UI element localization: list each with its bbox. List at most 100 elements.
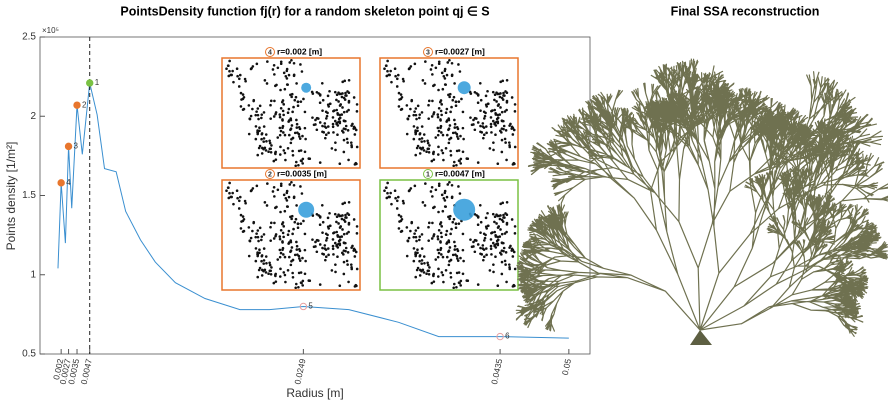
inset-point (479, 98, 483, 102)
inset-point (331, 238, 335, 241)
inset-point (342, 253, 345, 256)
inset-point (272, 115, 276, 118)
inset-point (297, 285, 300, 289)
inset-point (334, 141, 337, 144)
inset-point (434, 66, 438, 70)
inset-point (455, 271, 459, 275)
inset-point (333, 119, 337, 123)
inset-point (298, 259, 302, 262)
inset-point (425, 272, 428, 276)
inset-point (454, 222, 458, 225)
inset-point (502, 249, 505, 253)
inset-point (292, 105, 295, 109)
inset-point (441, 273, 445, 277)
inset-point (513, 103, 517, 106)
inset-point (440, 113, 443, 117)
inset-point (324, 258, 327, 262)
inset-point (338, 235, 342, 239)
inset-point (455, 125, 459, 129)
inset-point (389, 69, 392, 73)
inset-point (262, 262, 266, 265)
inset-point (459, 279, 463, 283)
inset-point (455, 285, 458, 289)
inset-point (499, 106, 502, 109)
inset-point (262, 247, 266, 250)
inset-point (431, 73, 434, 76)
inset-point (296, 222, 300, 225)
inset-point (437, 228, 441, 232)
highlight-marker (299, 302, 308, 311)
inset-point (500, 131, 503, 134)
inset-point (418, 235, 422, 238)
inset-point (279, 251, 283, 255)
inset-point (316, 117, 320, 120)
inset-point (418, 238, 421, 242)
inset-point (281, 119, 284, 122)
inset-point (497, 225, 501, 228)
inset-point (472, 118, 475, 122)
inset-point (254, 247, 258, 250)
inset-point (451, 98, 455, 102)
inset-point (295, 240, 298, 244)
inset-point (323, 125, 327, 128)
inset-point (236, 74, 239, 78)
inset-point (326, 94, 330, 98)
inset-point (260, 137, 263, 141)
inset-point (390, 202, 393, 206)
inset-point (493, 108, 497, 112)
inset-point (294, 95, 298, 99)
inset-point (436, 113, 440, 116)
inset-point (338, 238, 342, 242)
inset-point (508, 266, 511, 269)
inset-point (286, 146, 290, 150)
inset-point (394, 74, 397, 78)
inset-point (350, 144, 353, 147)
inset-point (389, 191, 392, 195)
inset-point (483, 117, 486, 120)
inset-point (342, 119, 346, 123)
inset-point (256, 275, 260, 279)
inset-point (258, 144, 262, 148)
inset-point (355, 145, 359, 149)
inset-point (500, 232, 504, 236)
inset-point (423, 261, 426, 265)
inset-point (334, 263, 337, 266)
inset-point (290, 95, 293, 99)
inset-point (341, 80, 344, 84)
inset-point (262, 140, 266, 143)
inset-point (278, 248, 282, 252)
inset-point (256, 129, 259, 132)
inset-point (512, 250, 516, 254)
inset-point (439, 248, 442, 252)
inset-point (307, 157, 311, 160)
inset-point (472, 240, 475, 244)
inset-point (321, 109, 324, 112)
inset-point (254, 235, 258, 239)
inset-point (269, 272, 273, 276)
inset-point (335, 93, 339, 97)
inset-point (239, 91, 243, 95)
inset-point (436, 237, 440, 241)
inset-point (479, 124, 482, 128)
inset-point (414, 275, 418, 279)
inset-point (436, 235, 440, 238)
inset-point (318, 223, 322, 227)
inset-point (266, 60, 269, 63)
inset-point (478, 203, 482, 207)
inset-point (282, 253, 285, 256)
inset-point (383, 189, 386, 193)
inset-point (326, 125, 330, 128)
inset-point (274, 158, 278, 161)
inset-point (355, 103, 359, 106)
inset-point (436, 133, 440, 137)
inset-point (449, 271, 452, 275)
inset-point (279, 62, 283, 66)
inset-point (268, 139, 271, 143)
inset-point (505, 230, 508, 234)
inset-point (490, 231, 494, 234)
inset-point (290, 124, 294, 127)
inset-point (418, 259, 421, 263)
inset-point (268, 261, 271, 265)
inset-point (479, 220, 483, 224)
inset-point (269, 150, 273, 154)
